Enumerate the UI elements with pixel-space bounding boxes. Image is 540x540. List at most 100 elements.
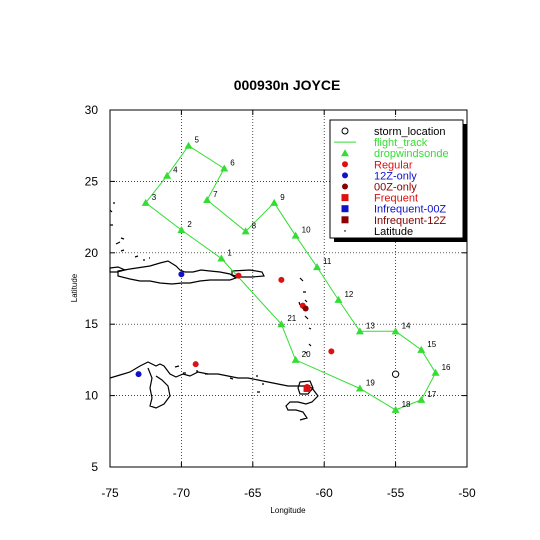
dropwindsonde-label: 20 [302, 350, 311, 359]
legend-entry: Regular [342, 159, 413, 171]
puerto-rico-coastline [231, 269, 265, 278]
south-america-coastline [109, 361, 319, 421]
x-tick-label: -60 [316, 486, 334, 500]
coastline-map [109, 202, 319, 421]
y-tick-label: 5 [91, 460, 98, 474]
legend-label: Infrequent-00Z [374, 204, 446, 216]
dropwindsonde-label: 18 [402, 400, 411, 409]
x-tick-label: -55 [387, 486, 405, 500]
dropwindsonde-marker [355, 327, 364, 335]
legend-label: dropwindsonde [374, 148, 449, 160]
dropwindsonde-marker [270, 198, 279, 206]
legend-entry: Infrequent-12Z [341, 215, 446, 227]
station-marker [303, 384, 311, 392]
legend-box [329, 119, 464, 239]
legend-entry: storm_location [341, 126, 446, 138]
station-marker [235, 272, 242, 279]
dropwindsonde-marker [313, 263, 322, 271]
y-tick-label: 20 [85, 246, 99, 260]
dropwindsonde-label: 11 [323, 257, 332, 266]
dropwindsonde-label: 6 [230, 159, 235, 168]
legend-label: Latitude [374, 226, 413, 238]
legend-label: 00Z-only [374, 182, 417, 194]
dropwindsonde-marker [163, 171, 172, 179]
trinidad-coastline [297, 380, 314, 395]
dropwindsonde-marker [141, 198, 150, 206]
x-axis-label: Longitude [270, 506, 306, 515]
legend-swatch [341, 205, 349, 213]
dropwindsonde-marker [355, 384, 364, 392]
dropwindsonde-marker [177, 225, 186, 233]
x-tick-label: -65 [244, 486, 262, 500]
plot-frame [109, 109, 468, 468]
bahamas-islets [109, 202, 150, 261]
storm-layer [391, 370, 400, 378]
legend-entry: Frequent [341, 193, 418, 205]
station-marker [192, 361, 199, 368]
dropwindsonde-label: 16 [442, 363, 451, 372]
y-tick-label: 10 [85, 389, 99, 403]
dropwindsonde-marker [277, 320, 286, 328]
legend-entry: 12Z-only [342, 170, 417, 182]
dropwindsonde-label: 19 [366, 378, 375, 387]
legend-entry: 00Z-only [342, 182, 417, 194]
legend-swatch [341, 149, 349, 157]
legend-entry: flight_track [334, 137, 428, 149]
dropwindsonde-label: 5 [195, 136, 200, 145]
dropwindsonde-marker [334, 295, 343, 303]
y-tick-label: 30 [85, 103, 99, 117]
legend-label: 12Z-only [374, 170, 417, 182]
legend-swatch [342, 183, 348, 190]
legend-swatch [342, 172, 348, 179]
dropwindsonde-marker [203, 195, 212, 203]
legend-swatch [341, 216, 349, 224]
station-marker [178, 271, 185, 278]
legend-entry: Infrequent-00Z [341, 204, 446, 216]
dropwindsonde-marker [241, 227, 250, 235]
legend-label: Regular [374, 159, 413, 171]
legend-label: Frequent [374, 193, 418, 205]
legend-entry: Latitude [344, 226, 413, 238]
dropwindsonde-marker [417, 395, 426, 403]
dropwindsonde-label: 1 [227, 249, 232, 258]
legend-swatch [341, 127, 349, 135]
dropwindsonde-marker [291, 355, 300, 363]
dropwindsonde-marker [417, 345, 426, 353]
dropwindsonde-marker [217, 254, 226, 262]
lesser-antilles-islets [298, 277, 312, 354]
dropwindsonde-label: 9 [280, 193, 285, 202]
legend-swatch [342, 161, 348, 168]
dropwindsonde-label: 17 [427, 390, 436, 399]
dropwindsonde-label: 4 [173, 166, 178, 175]
dropwindsonde-label: 21 [287, 314, 296, 323]
hispaniola-coastline [117, 260, 238, 285]
dropwindsonde-label: 12 [344, 290, 353, 299]
dropwindsonde-label: 13 [366, 321, 375, 330]
station-marker [328, 348, 335, 355]
dropwindsonde-label: 3 [152, 193, 157, 202]
dropwindsonde-label: 2 [187, 220, 192, 229]
storm-location-marker [391, 370, 400, 378]
dropwindsonde-marker [431, 368, 440, 376]
dropwindsonde-label: 14 [402, 321, 411, 330]
legend: storm_locationflight_trackdropwindsondeR… [329, 119, 467, 242]
station-marker [278, 276, 285, 283]
dropwindsonde-label: 10 [302, 226, 311, 235]
dropwindsonde-marker [291, 231, 300, 239]
x-tick-label: -70 [173, 486, 191, 500]
legend-label: flight_track [374, 137, 428, 149]
dropwindsonde-marker [220, 164, 229, 172]
station-marker [302, 305, 309, 312]
x-tick-label: -50 [458, 486, 476, 500]
x-tick-label: -75 [101, 486, 119, 500]
dropwindsonde-label: 15 [427, 340, 436, 349]
y-axis-label: Latitude [70, 273, 79, 302]
aruba-curacao-islets [174, 365, 264, 393]
dropwindsonde-marker [391, 327, 400, 335]
dropwindsonde-marker [184, 141, 193, 149]
flight-track-line [144, 145, 437, 411]
dropwindsonde-label: 7 [213, 190, 218, 199]
